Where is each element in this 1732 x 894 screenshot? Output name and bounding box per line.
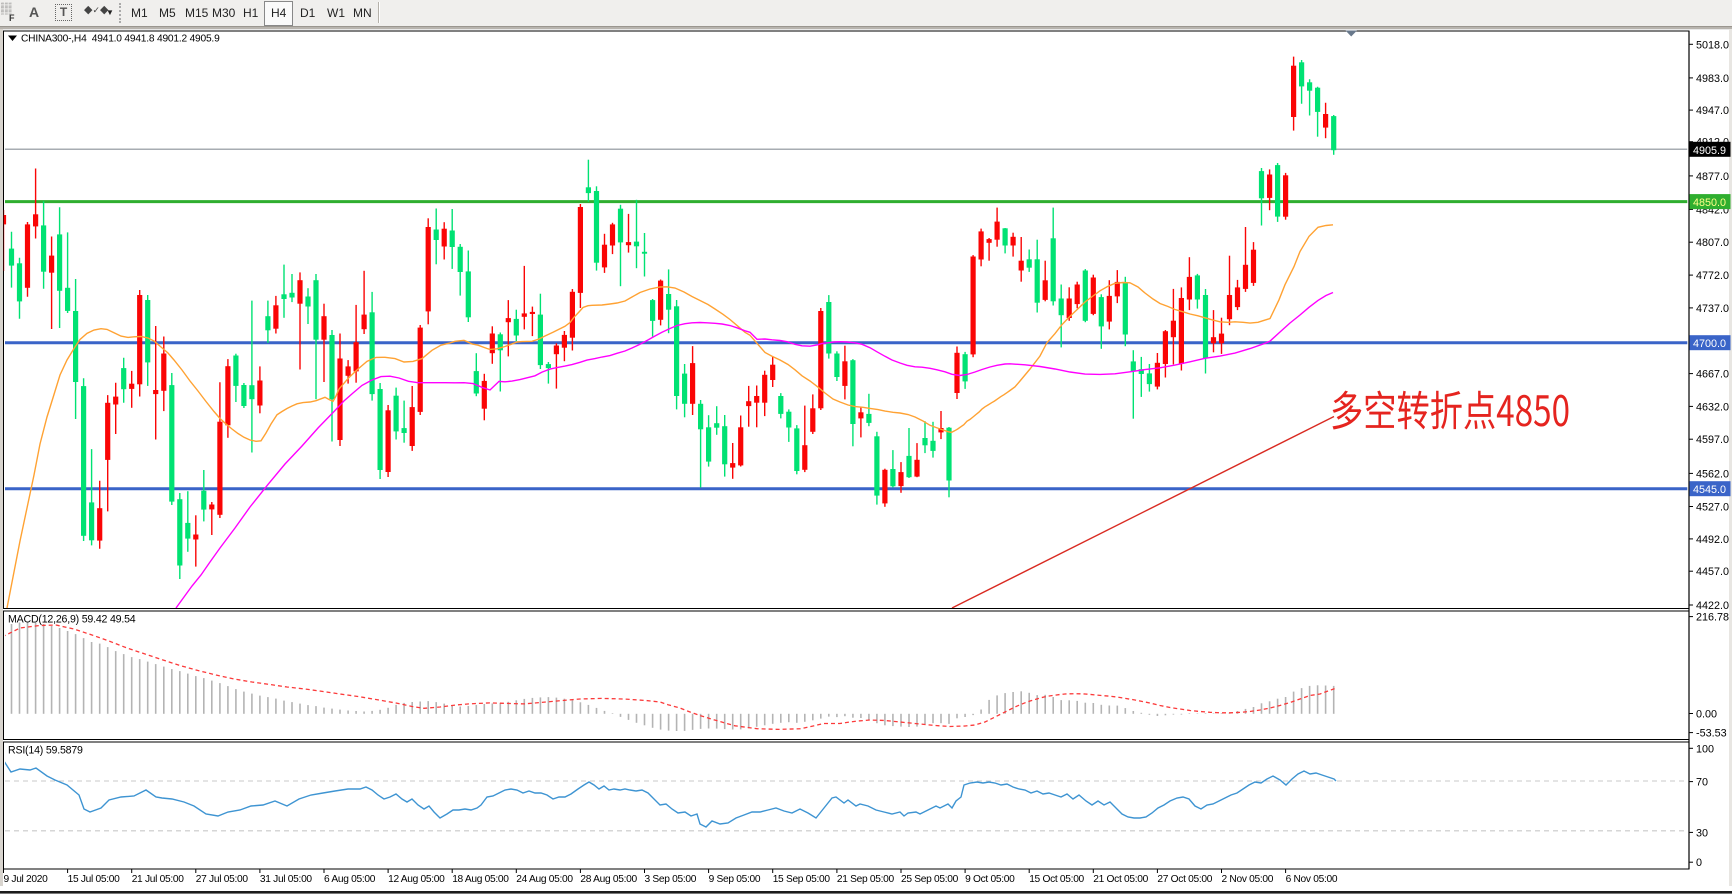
svg-text:4850.0: 4850.0: [1693, 197, 1726, 209]
svg-text:12 Aug 05:00: 12 Aug 05:00: [388, 874, 445, 885]
svg-text:4422.0: 4422.0: [1696, 600, 1729, 612]
svg-text:30: 30: [1696, 827, 1708, 839]
svg-text:CHINA300-,H4 4941.0 4941.8 49: CHINA300-,H4 4941.0 4941.8 4901.2 4905.9: [21, 34, 220, 45]
svg-text:21 Oct 05:00: 21 Oct 05:00: [1093, 874, 1148, 885]
svg-text:21 Jul 05:00: 21 Jul 05:00: [132, 874, 185, 885]
svg-text:RSI(14) 59.5879: RSI(14) 59.5879: [8, 745, 83, 757]
svg-text:4700.0: 4700.0: [1693, 338, 1726, 350]
svg-text:4983.0: 4983.0: [1696, 73, 1729, 85]
svg-text:4667.0: 4667.0: [1696, 369, 1729, 381]
svg-text:100: 100: [1696, 743, 1714, 755]
svg-text:18 Aug 05:00: 18 Aug 05:00: [452, 874, 509, 885]
svg-text:4457.0: 4457.0: [1696, 566, 1729, 578]
svg-text:9 Jul 2020: 9 Jul 2020: [4, 874, 49, 885]
svg-text:15 Oct 05:00: 15 Oct 05:00: [1029, 874, 1084, 885]
svg-text:5018.0: 5018.0: [1696, 39, 1729, 51]
svg-text:4545.0: 4545.0: [1693, 484, 1726, 496]
svg-text:9 Oct 05:00: 9 Oct 05:00: [965, 874, 1015, 885]
svg-text:2 Nov 05:00: 2 Nov 05:00: [1222, 874, 1274, 885]
svg-text:4807.0: 4807.0: [1696, 237, 1729, 249]
svg-text:4597.0: 4597.0: [1696, 434, 1729, 446]
svg-text:15 Sep 05:00: 15 Sep 05:00: [773, 874, 831, 885]
svg-text:4737.0: 4737.0: [1696, 303, 1729, 315]
svg-text:0: 0: [1696, 857, 1702, 869]
svg-text:3 Sep 05:00: 3 Sep 05:00: [645, 874, 697, 885]
svg-text:6 Nov 05:00: 6 Nov 05:00: [1286, 874, 1338, 885]
svg-text:4632.0: 4632.0: [1696, 401, 1729, 413]
svg-text:-53.53: -53.53: [1696, 728, 1727, 740]
svg-text:4527.0: 4527.0: [1696, 502, 1729, 514]
svg-text:25 Sep 05:00: 25 Sep 05:00: [901, 874, 959, 885]
svg-text:27 Jul 05:00: 27 Jul 05:00: [196, 874, 249, 885]
svg-text:15 Jul 05:00: 15 Jul 05:00: [68, 874, 121, 885]
svg-text:21 Sep 05:00: 21 Sep 05:00: [837, 874, 895, 885]
svg-text:9 Sep 05:00: 9 Sep 05:00: [709, 874, 761, 885]
svg-text:27 Oct 05:00: 27 Oct 05:00: [1157, 874, 1212, 885]
svg-text:24 Aug 05:00: 24 Aug 05:00: [516, 874, 573, 885]
svg-text:4947.0: 4947.0: [1696, 105, 1729, 117]
svg-text:4905.9: 4905.9: [1693, 145, 1726, 157]
svg-text:4772.0: 4772.0: [1696, 270, 1729, 282]
svg-text:4877.0: 4877.0: [1696, 171, 1729, 183]
svg-text:70: 70: [1696, 777, 1708, 789]
svg-text:216.78: 216.78: [1696, 612, 1729, 624]
svg-text:MACD(12,26,9) 59.42 49.54: MACD(12,26,9) 59.42 49.54: [8, 614, 136, 626]
svg-text:6 Aug 05:00: 6 Aug 05:00: [324, 874, 376, 885]
svg-text:31 Jul 05:00: 31 Jul 05:00: [260, 874, 313, 885]
svg-text:0.00: 0.00: [1696, 709, 1717, 721]
svg-text:4492.0: 4492.0: [1696, 534, 1729, 546]
svg-text:28 Aug 05:00: 28 Aug 05:00: [580, 874, 637, 885]
svg-text:4562.0: 4562.0: [1696, 468, 1729, 480]
